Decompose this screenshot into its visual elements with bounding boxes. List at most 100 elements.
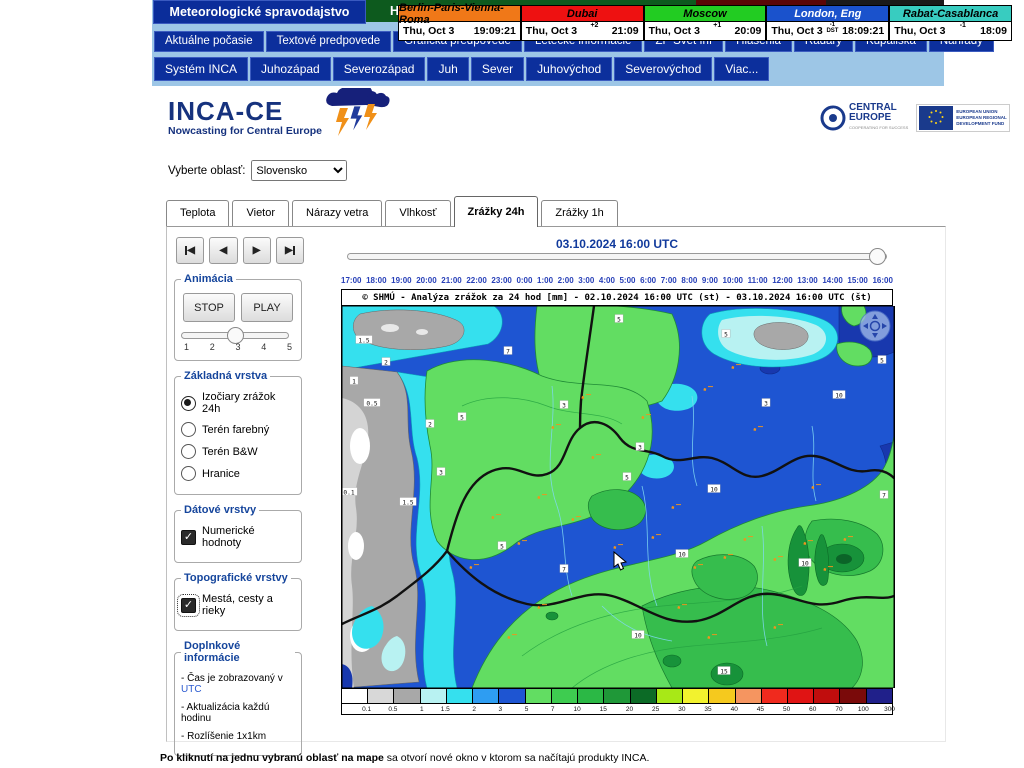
legend-value: 10 (573, 705, 581, 713)
clock-time: Thu, Oct 3 -1 18:09 (889, 22, 1012, 41)
svg-text:0.5: 0.5 (366, 400, 377, 407)
region-nav-item[interactable]: Viac... (714, 57, 770, 81)
region-nav-item[interactable]: Sever (470, 57, 525, 81)
tab-vlhkosť[interactable]: Vlhkosť (385, 200, 451, 226)
info-line: - Aktualizácia každú hodinu (181, 702, 270, 724)
stop-button[interactable]: STOP (183, 293, 235, 322)
legend-value: 30 (678, 705, 686, 713)
base-layer-fieldset: Základná vrstva Izočiary zrážok 24h Terén… (174, 370, 302, 495)
tab-vietor[interactable]: Vietor (232, 200, 290, 226)
map-title: © SHMÚ - Analýza zrážok za 24 hod [mm] -… (341, 289, 893, 306)
map-canvas[interactable]: 1.5 2 1 0.5 0.1 1.5 2 7 5 3 5 5 3 3 5 10 3 5 10 5 7 10 10 15 10 7 (341, 306, 895, 688)
ce-line2: EUROPE (849, 112, 892, 123)
tab-zrážky-24h[interactable]: Zrážky 24h (453, 196, 539, 227)
tick-label: 22:00 (466, 276, 487, 285)
legend-color-cell (683, 689, 710, 703)
legend-color-cell (840, 689, 867, 703)
legend-color-cell (604, 689, 631, 703)
legend-color-cell (342, 689, 369, 703)
legend-color-cell (656, 689, 684, 703)
svg-text:3: 3 (439, 469, 443, 476)
eu-line3: DEVELOPMENT FUND (956, 121, 1005, 126)
tick-label: 11:00 (747, 276, 768, 285)
tick-label: 14:00 (822, 276, 843, 285)
logo-title: INCA-CE (168, 96, 284, 126)
svg-text:5: 5 (617, 316, 621, 323)
nav-item[interactable]: Textové predpovede (265, 31, 392, 52)
prev-frame-button[interactable]: ◀ (209, 237, 238, 264)
legend-value: 25 (652, 705, 660, 713)
first-frame-button[interactable]: ◀ (176, 237, 205, 264)
radio-label: Izočiary zrážok 24h (202, 391, 276, 415)
animation-speed-slider[interactable] (181, 332, 289, 339)
radio-izočiary-zrážok-24h[interactable] (181, 395, 196, 411)
tick-label: 9:00 (701, 276, 718, 285)
next-frame-button[interactable]: ▶ (242, 237, 271, 264)
tick-label: 0:00 (516, 276, 533, 285)
region-select[interactable]: Slovensko (251, 160, 348, 181)
region-nav-item[interactable]: Juhovýchod (526, 57, 613, 81)
nav-item[interactable]: Aktuálne počasie (154, 31, 264, 52)
region-nav-item[interactable]: Juhozápad (250, 57, 331, 81)
legend-value: 45 (756, 705, 764, 713)
logo-tagline: Nowcasting for Central Europe (168, 125, 323, 137)
svg-text:2: 2 (384, 359, 388, 366)
tick-label: 21:00 (441, 276, 462, 285)
region-nav-item[interactable]: Systém INCA (154, 57, 249, 81)
legend-value: 0.1 (362, 705, 372, 713)
svg-text:5: 5 (500, 543, 504, 550)
info-fieldset: Doplnkové informácie - Čas je zobrazovan… (174, 640, 302, 756)
tab-teplota[interactable]: Teplota (166, 200, 230, 226)
footer-note: Po kliknutí na jednu vybranú oblasť na m… (160, 752, 649, 764)
precipitation-map[interactable]: © SHMÚ - Analýza zrážok za 24 hod [mm] -… (341, 289, 895, 715)
tick-label: 17:00 (341, 276, 362, 285)
legend-color-cell (551, 689, 579, 703)
radio-hranice[interactable] (181, 466, 196, 481)
legend-value: 40 (730, 705, 738, 713)
utc-link[interactable]: UTC (181, 684, 202, 695)
region-select-label: Vyberte oblasť: (168, 164, 246, 177)
region-selector-row: Vyberte oblasť: Slovensko (168, 160, 348, 181)
svg-text:10: 10 (634, 632, 642, 639)
clock-time: Thu, Oct 3 19:09:21 (398, 22, 521, 41)
legend-value: 1 (419, 705, 424, 713)
checkbox-mest-cesty-a-rieky[interactable]: ✓ (177, 593, 200, 617)
tab-nárazy-vetra[interactable]: Nárazy vetra (292, 200, 383, 226)
clock: Dubai Thu, Oct 3 +2 21:09 (520, 5, 644, 41)
radio-terén-b&w[interactable] (181, 444, 196, 459)
speed-scale: 1 2 3 4 5 (184, 342, 292, 352)
timeline-slider[interactable] (347, 253, 887, 260)
tick-label: 13:00 (797, 276, 818, 285)
region-nav: Systém INCA Juhozápad Severozápad Juh Sever J… (154, 57, 770, 81)
region-nav-item[interactable]: Juh (427, 57, 469, 81)
partner-logos: CENTRAL EUROPE COOPERATING FOR SUCCESS E… (820, 103, 1010, 133)
clock-city: Berlin-Paris-Vienna-Roma (398, 2, 521, 26)
info-legend: Doplnkové informácie (184, 640, 241, 664)
legend-value: 0.5 (388, 705, 398, 713)
animation-fieldset: Animácia STOP PLAY 1 2 3 4 5 (174, 273, 302, 361)
frame-datetime: 03.10.2024 16:00 UTC (555, 237, 679, 251)
radio-terén-farebný[interactable] (181, 422, 196, 437)
info-line: - Čas je zobrazovaný v UTC (181, 673, 283, 695)
legend-color-cell (761, 689, 788, 703)
info-line: - Rozlíšenie 1x1km (181, 731, 267, 742)
clock-city: Moscow (643, 5, 767, 22)
play-button[interactable]: PLAY (241, 293, 293, 322)
svg-text:1.5: 1.5 (402, 499, 413, 506)
legend-value: 3 (498, 705, 503, 713)
svg-text:10: 10 (835, 392, 843, 399)
region-nav-item[interactable]: Severozápad (332, 57, 426, 81)
map-pan-control (859, 310, 891, 342)
region-nav-item[interactable]: Severovýchod (614, 57, 713, 81)
legend-value: 5 (524, 705, 529, 713)
tick-label: 7:00 (660, 276, 677, 285)
eu-flag-icon (919, 106, 954, 130)
legend-value: 100 (857, 705, 869, 713)
speed-scale-value: 1 (184, 342, 190, 352)
tab-zrážky-1h[interactable]: Zrážky 1h (541, 200, 618, 226)
checkbox-numerick-hodnoty[interactable]: ✓ (181, 529, 196, 545)
svg-text:5: 5 (625, 474, 629, 481)
last-frame-button[interactable]: ▶ (275, 237, 304, 264)
legend-value: 1.5 (440, 705, 450, 713)
